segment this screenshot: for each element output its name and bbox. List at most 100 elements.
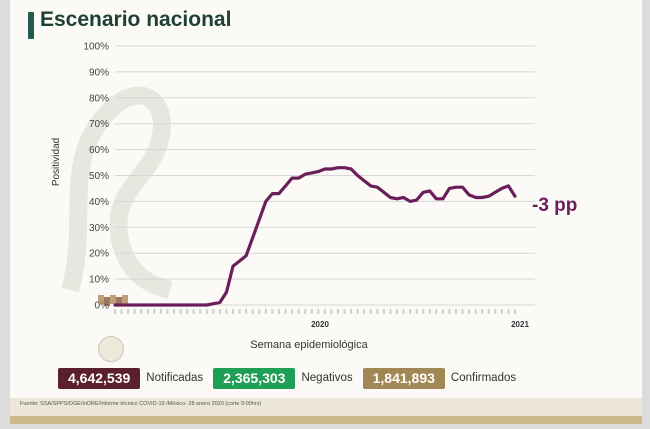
data-point xyxy=(467,193,471,197)
data-point xyxy=(317,170,320,173)
page-title: Escenario nacional xyxy=(40,8,232,31)
x-tick-mark xyxy=(166,309,169,314)
x-tick-mark xyxy=(395,309,398,314)
data-point xyxy=(454,185,458,189)
data-point xyxy=(231,264,235,268)
year-label-2021: 2021 xyxy=(511,320,529,329)
map-icon xyxy=(110,295,116,304)
x-tick-mark xyxy=(494,309,497,314)
x-tick-mark xyxy=(245,309,248,314)
map-icon xyxy=(98,295,104,304)
source-note: Fuente: SSA/SPPS/DGE/InDRE/Informe técni… xyxy=(20,401,262,407)
x-tick-mark xyxy=(382,309,385,314)
x-tick-mark xyxy=(376,309,379,314)
negativos-value: 2,365,303 xyxy=(213,367,296,389)
x-tick-mark xyxy=(277,309,280,314)
x-tick-mark xyxy=(297,309,300,314)
data-point xyxy=(343,166,346,169)
x-week-ticks xyxy=(114,309,516,314)
positivity-line xyxy=(113,166,517,307)
x-tick-mark xyxy=(173,309,176,314)
data-point xyxy=(448,187,451,190)
change-annotation: -3 pp xyxy=(532,195,577,216)
data-point xyxy=(389,196,392,199)
x-tick-mark xyxy=(500,309,503,314)
data-point xyxy=(513,195,517,198)
data-point xyxy=(362,179,366,182)
y-tick-label: 70% xyxy=(89,119,109,130)
data-point xyxy=(277,192,281,195)
x-tick-mark xyxy=(461,309,464,314)
data-point xyxy=(140,303,143,307)
x-tick-mark xyxy=(454,309,457,314)
x-tick-mark xyxy=(310,309,313,314)
data-point xyxy=(487,195,490,198)
negativos-label: Negativos xyxy=(301,372,353,384)
data-point xyxy=(507,184,510,188)
x-tick-mark xyxy=(448,309,451,314)
x-tick-mark xyxy=(389,309,392,314)
x-tick-mark xyxy=(199,309,202,314)
data-point xyxy=(408,200,412,203)
data-point xyxy=(441,197,445,201)
x-tick-mark xyxy=(258,309,261,314)
data-point xyxy=(185,303,189,307)
data-point xyxy=(244,254,248,257)
x-tick-mark xyxy=(428,309,431,314)
data-point xyxy=(369,184,372,188)
data-point xyxy=(146,303,149,307)
x-tick-mark xyxy=(225,309,228,314)
data-point xyxy=(238,259,241,263)
x-tick-mark xyxy=(192,309,195,314)
x-tick-mark xyxy=(238,309,241,314)
y-tick-label: 40% xyxy=(89,197,109,208)
x-tick-mark xyxy=(487,309,490,314)
positivity-chart: 0% 10% 20% 30% 40% 50% 60% 70% 80% 90% 100% Positi… xyxy=(51,42,577,352)
y-tick-labels: 0% 10% 20% 30% 40% 50% 60% 70% 80% 90% 100% xyxy=(83,42,109,312)
data-point xyxy=(323,167,327,171)
notificadas-value: 4,642,539 xyxy=(58,367,141,389)
x-tick-mark xyxy=(507,309,510,314)
slide: Escenario nacional 0% 10% 20% 30% 40% 50% 60% 7… xyxy=(10,0,642,424)
footer-bar: Fuente: SSA/SPPS/DGE/InDRE/Informe técni… xyxy=(10,398,642,416)
data-point xyxy=(474,196,477,199)
x-tick-mark xyxy=(363,309,366,314)
data-point xyxy=(376,185,379,189)
x-tick-mark xyxy=(330,309,333,314)
x-tick-mark xyxy=(146,309,149,314)
x-tick-mark xyxy=(159,309,162,314)
map-icon xyxy=(122,295,128,304)
data-point xyxy=(494,191,497,194)
watermark-decoration xyxy=(61,86,173,299)
stats-row: 4,642,539 Notificadas 2,365,303 Negativo… xyxy=(58,367,526,389)
data-point xyxy=(336,166,340,169)
data-point xyxy=(421,191,425,194)
map-icon xyxy=(104,297,110,306)
x-tick-mark xyxy=(120,309,123,314)
data-point xyxy=(310,171,313,175)
confirmados-value: 1,841,893 xyxy=(362,367,445,389)
x-tick-mark xyxy=(409,309,412,314)
x-tick-mark xyxy=(304,309,307,314)
data-point xyxy=(481,196,484,199)
x-tick-mark xyxy=(212,309,215,314)
x-tick-mark xyxy=(271,309,274,314)
x-tick-mark xyxy=(127,309,130,314)
data-point xyxy=(172,303,176,307)
data-point xyxy=(251,236,254,239)
data-point xyxy=(192,303,195,307)
data-point xyxy=(461,185,464,189)
data-point xyxy=(113,303,117,307)
data-point xyxy=(435,197,438,201)
data-point xyxy=(205,303,209,307)
confirmados-label: Confirmados xyxy=(450,372,517,384)
x-tick-mark xyxy=(356,309,359,314)
x-tick-mark xyxy=(317,309,320,314)
y-axis-label: Positividad xyxy=(51,138,62,186)
data-point xyxy=(500,187,504,190)
x-tick-mark xyxy=(179,309,182,314)
data-point xyxy=(258,218,261,221)
data-point xyxy=(330,167,333,171)
data-point xyxy=(402,196,405,199)
x-tick-mark xyxy=(336,309,339,314)
